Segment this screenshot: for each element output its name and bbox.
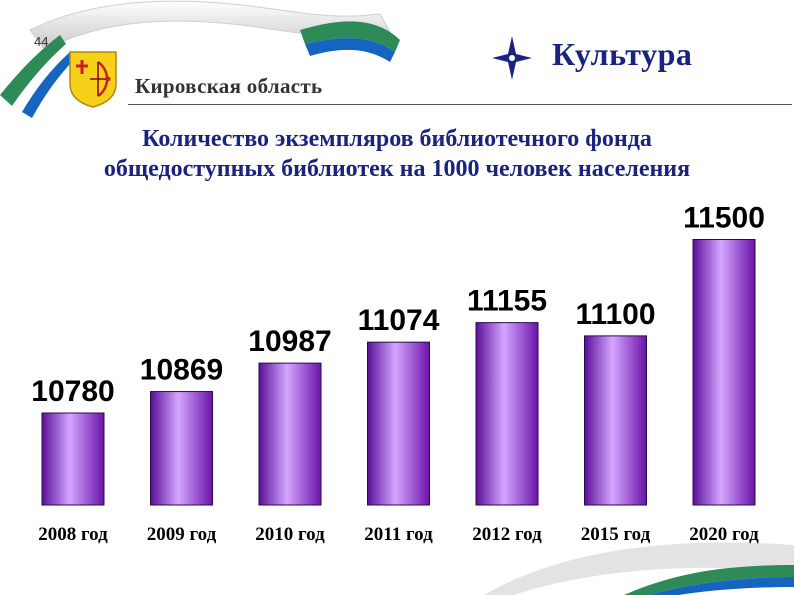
bar-2020-год [692,238,756,506]
category-label: 2015 год [581,524,651,545]
category-label: 2011 год [364,524,433,545]
ribbon-top-decoration [0,0,400,118]
bar-2008-год [41,412,105,506]
section-title: Культура [552,36,693,72]
category-label: 2020 год [689,524,759,545]
category-label: 2009 год [147,524,217,545]
chart-title-line-1: Количество экземпляров библиотечного фон… [142,126,652,152]
slide-number: 44 [34,34,49,49]
bar-value-label: 10780 [31,375,114,408]
header-divider [128,104,792,105]
bar-value-label: 10987 [248,325,331,358]
bar-value-label: 11500 [683,201,765,234]
chart-title-line-2: общедоступных библиотек на 1000 человек … [103,156,691,182]
bar-2012-год [475,322,539,506]
four-point-star-icon [492,36,532,80]
category-label: 2008 год [38,524,108,545]
bar-2015-год [584,335,647,506]
bar-value-label: 10869 [140,354,223,387]
bar-2010-год [258,362,322,506]
bar-value-label: 11074 [358,304,440,337]
ribbon-bottom-decoration [484,542,794,595]
kirov-coat-of-arms-icon [69,51,117,108]
region-name: Кировская область [135,74,323,98]
bar-2009-год [150,391,213,506]
bar-value-label: 11155 [467,285,547,318]
category-label: 2012 год [472,524,542,545]
category-label: 2010 год [255,524,325,545]
bar-2011-год [367,341,430,506]
bar-value-label: 11100 [575,298,655,331]
